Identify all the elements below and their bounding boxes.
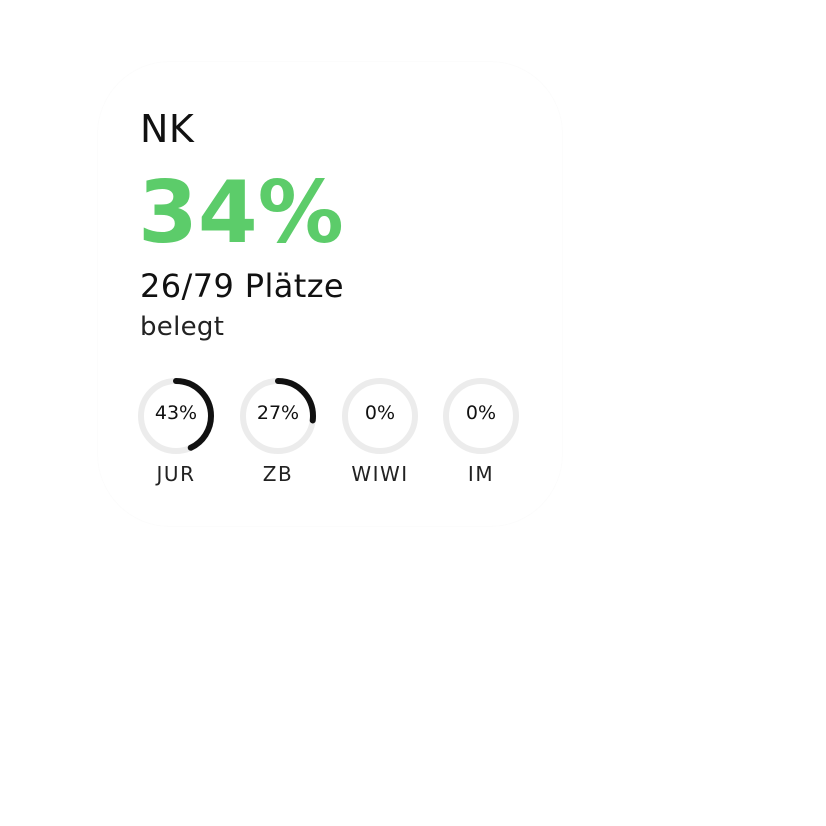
progress-ring-icon [443,378,519,454]
ring-jur: 43% JUR [136,376,216,496]
ring-im: 0% IM [441,376,521,496]
ring-zb: 27% ZB [238,376,318,496]
progress-ring-icon [138,378,214,454]
ring-wiwi: 0% WIWI [340,376,420,496]
progress-ring-icon [240,378,316,454]
ring-label: JUR [156,462,196,486]
ring-label: IM [467,462,495,486]
library-rings: 43% JUR 27% ZB 0% WIWI 0% IM [136,376,536,496]
seats-count: 26/79 Plätze [140,267,345,305]
occupancy-percent: 34% [138,163,344,263]
occupancy-widget[interactable]: NK 34% 26/79 Plätze belegt 43% JUR 27% Z… [98,62,562,526]
ring-value: 43% [154,402,198,424]
ring-value: 0% [465,402,497,424]
ring-value: 27% [256,402,300,424]
ring-label: WIWI [351,462,409,486]
ring-label: ZB [262,462,294,486]
status-label: belegt [140,312,225,342]
location-title: NK [140,107,195,151]
ring-value: 0% [364,402,396,424]
progress-ring-icon [342,378,418,454]
